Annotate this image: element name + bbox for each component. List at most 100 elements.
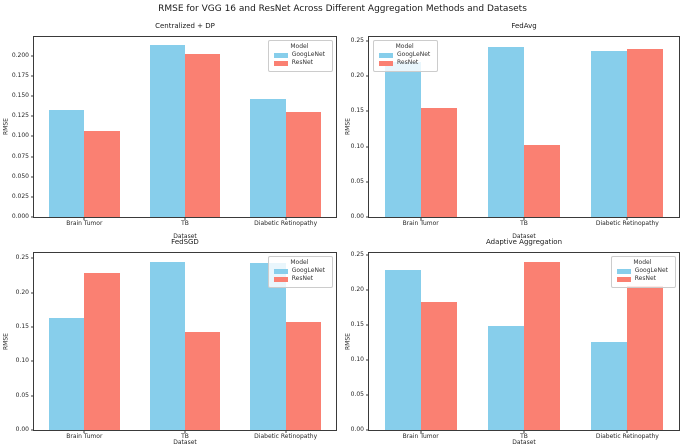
x-tick-label: Brain Tumor: [402, 220, 439, 227]
bar-resnet: [84, 273, 120, 430]
y-tick-mark: [31, 135, 34, 137]
bar-resnet: [524, 145, 561, 217]
x-axis-label: Dataset: [173, 439, 197, 446]
x-tick-label: Diabetic Retinopathy: [254, 433, 318, 440]
x-tick-mark: [523, 217, 525, 220]
y-tick-label: 0.05: [350, 390, 364, 398]
y-tick-mark: [366, 40, 369, 42]
legend-swatch: [273, 276, 288, 282]
legend-title: Model: [633, 259, 652, 266]
x-tick-label: Brain Tumor: [66, 220, 103, 227]
x-tick-mark: [285, 430, 287, 433]
y-tick-label: 0.00: [350, 426, 364, 433]
plot-area: 0.000 0.025 0.050 0.075 0.100 0.125 0.150 0.175…: [12, 36, 337, 227]
y-tick-mark: [366, 394, 369, 396]
chart-title: Adaptive Aggregation: [485, 238, 563, 246]
y-tick-mark: [31, 216, 34, 218]
bar-googlenet: [591, 342, 628, 430]
legend-label: ResNet: [291, 59, 313, 67]
bar-googlenet: [384, 270, 421, 430]
legend-title: Model: [290, 259, 309, 266]
x-tick-label: Diabetic Retinopathy: [254, 220, 318, 227]
y-tick-mark: [31, 360, 34, 362]
y-tick-mark: [31, 156, 34, 158]
legend-label: ResNet: [634, 275, 656, 283]
x-tick-label: Brain Tumor: [66, 433, 103, 440]
y-tick-label: 0.20: [15, 288, 29, 296]
bar-resnet: [524, 261, 561, 430]
legend-label: GoogLeNet: [634, 267, 668, 275]
legend-entry: GoogLeNet: [616, 267, 668, 275]
y-tick-label: 0.150: [11, 92, 29, 100]
bar-googlenet: [250, 262, 286, 430]
y-tick-mark: [31, 95, 34, 97]
bar-googlenet: [487, 46, 524, 217]
y-tick-label: 0.15: [350, 107, 364, 115]
bar-resnet: [285, 111, 321, 217]
y-tick-mark: [366, 429, 369, 431]
legend-entry: ResNet: [273, 59, 325, 67]
bar-googlenet: [49, 109, 85, 217]
x-tick-mark: [523, 430, 525, 433]
legend-swatch: [273, 268, 288, 274]
y-axis-label: RMSE: [344, 333, 352, 350]
y-tick-label: 0.025: [11, 192, 29, 200]
bar-resnet: [84, 130, 120, 217]
x-axis-label: Dataset: [512, 439, 536, 446]
subplot-adaptive-aggregation: Adaptive Aggregation 0.00 0.05 0.10 0.15 0.20…: [342, 232, 685, 448]
x-tick-label: TB: [520, 433, 528, 440]
plot-area: 0.00 0.05 0.10 0.15 0.20 0.25 Brain Tumor TB Dia…: [16, 252, 337, 440]
y-tick-label: 0.00: [350, 213, 364, 220]
bar-resnet: [285, 322, 321, 430]
x-tick-mark: [83, 430, 85, 433]
legend: Model GoogLeNet ResNet: [267, 256, 333, 289]
bar-googlenet: [149, 44, 185, 217]
y-tick-label: 0.20: [350, 285, 364, 293]
y-tick-mark: [31, 55, 34, 57]
y-tick-label: 0.050: [11, 172, 29, 180]
y-tick-label: 0.25: [350, 250, 364, 258]
x-tick-mark: [420, 430, 422, 433]
bar-googlenet: [250, 98, 286, 217]
legend-swatch: [616, 276, 631, 282]
legend: Model GoogLeNet ResNet: [610, 256, 676, 289]
y-tick-label: 0.00: [15, 426, 29, 433]
y-tick-mark: [31, 429, 34, 431]
y-tick-mark: [31, 196, 34, 198]
subplot-fedavg: FedAvg 0.00 0.05 0.10 0.15 0.20 0.25 Brain Tumo…: [342, 20, 685, 246]
y-tick-mark: [31, 176, 34, 178]
y-tick-mark: [366, 324, 369, 326]
chart-title: FedAvg: [511, 22, 537, 30]
legend-label: ResNet: [291, 275, 313, 283]
legend-swatch: [379, 52, 393, 58]
legend-swatch: [273, 60, 288, 66]
y-tick-label: 0.100: [11, 132, 29, 140]
plot-area: 0.00 0.05 0.10 0.15 0.20 0.25 Brain Tumor TB Dia…: [351, 251, 680, 440]
y-tick-label: 0.075: [11, 152, 29, 160]
y-tick-mark: [366, 216, 369, 218]
legend-entry: GoogLeNet: [273, 267, 325, 275]
legend-label: GoogLeNet: [291, 267, 325, 275]
legend-swatch: [379, 60, 393, 66]
y-tick-label: 0.15: [350, 320, 364, 328]
y-tick-mark: [31, 395, 34, 397]
bar-googlenet: [487, 326, 524, 430]
x-tick-mark: [83, 217, 85, 220]
y-tick-mark: [31, 292, 34, 294]
x-tick-mark: [184, 217, 186, 220]
bar-googlenet: [149, 261, 185, 430]
y-tick-label: 0.15: [15, 322, 29, 330]
y-tick-label: 0.000: [11, 213, 29, 220]
y-tick-mark: [31, 115, 34, 117]
y-tick-label: 0.200: [11, 51, 29, 59]
legend-label: GoogLeNet: [291, 51, 325, 59]
x-tick-mark: [285, 217, 287, 220]
y-tick-label: 0.175: [11, 72, 29, 80]
y-tick-label: 0.10: [350, 355, 364, 363]
x-tick-mark: [626, 217, 628, 220]
y-tick-mark: [366, 110, 369, 112]
legend-entry: ResNet: [379, 60, 430, 66]
y-tick-mark: [366, 289, 369, 291]
legend-entry: ResNet: [616, 275, 668, 283]
x-axis-label: Dataset: [512, 233, 536, 240]
